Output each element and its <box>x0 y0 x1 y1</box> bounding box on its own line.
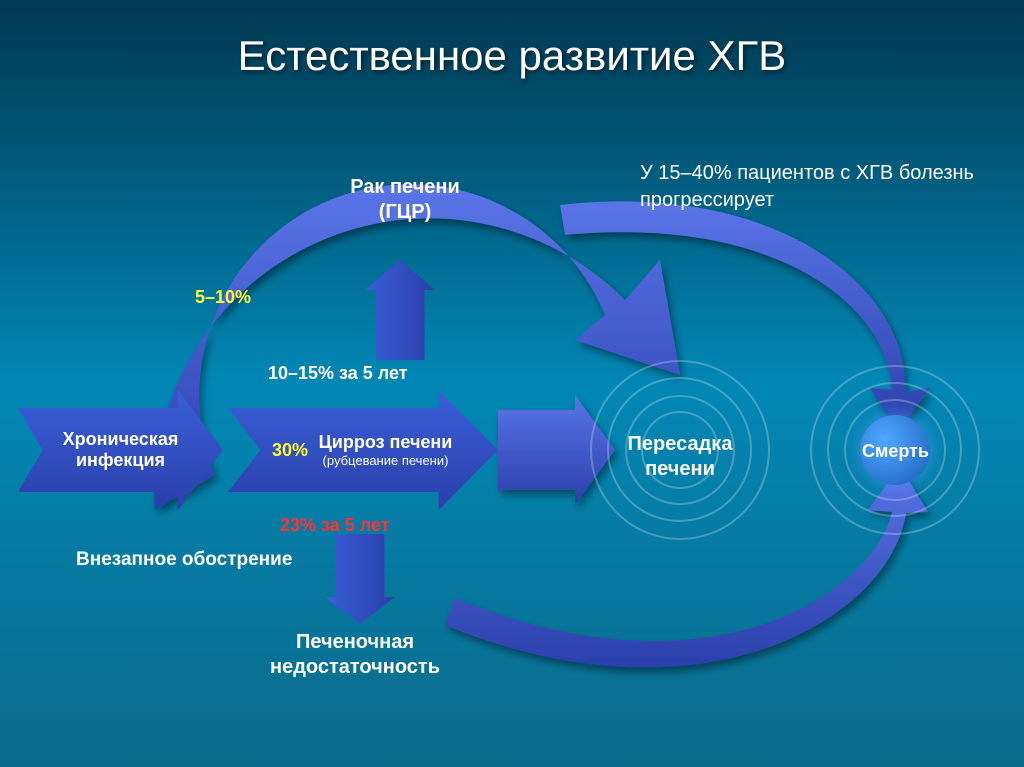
node-chronic: Хроническая инфекция <box>18 429 223 471</box>
node-failure: Печеночная недостаточность <box>255 630 455 680</box>
pct-10-15: 10–15% за 5 лет <box>268 362 408 385</box>
node-transplant: Пересадка печени <box>600 432 760 482</box>
node-cancer: Рак печени (ГЦР) <box>330 175 480 225</box>
pct-5-10: 5–10% <box>195 286 251 309</box>
node-death: Смерть <box>858 440 933 463</box>
pct-23: 23% за 5 лет <box>280 514 390 537</box>
progression-note: У 15–40% пациентов с ХГВ болезнь прогрес… <box>640 160 980 214</box>
pct-30: 30% <box>272 439 308 462</box>
node-exacerbation: Внезапное обострение <box>76 548 292 572</box>
